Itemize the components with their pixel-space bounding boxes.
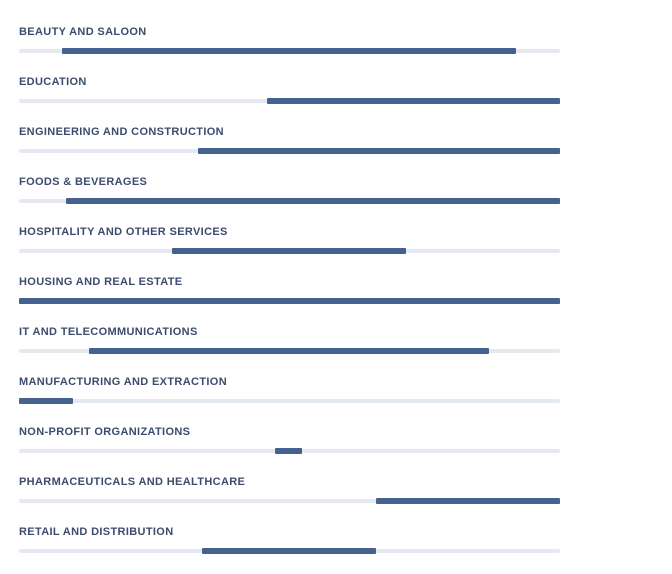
bar-track [19, 48, 560, 54]
bar-segment[interactable] [197, 148, 560, 154]
bar-segment[interactable] [62, 48, 517, 54]
category-label: IT AND TELECOMMUNICATIONS [19, 326, 198, 338]
bar-segment[interactable] [172, 248, 406, 254]
category-label: HOSPITALITY AND OTHER SERVICES [19, 226, 228, 238]
category-label: FOODS & BEVERAGES [19, 176, 148, 188]
bar-track [19, 548, 560, 554]
chart-row: BEAUTY AND SALOON [19, 20, 560, 70]
bar-track [19, 98, 560, 104]
category-label: NON-PROFIT ORGANIZATIONS [19, 426, 191, 438]
category-label: EDUCATION [19, 76, 87, 88]
bar-track [19, 448, 560, 454]
bar-track [19, 298, 560, 304]
bar-segment[interactable] [66, 198, 560, 204]
bar-segment[interactable] [19, 398, 74, 404]
category-label: HOUSING AND REAL ESTATE [19, 276, 183, 288]
bar-track [19, 148, 560, 154]
bar-segment[interactable] [375, 498, 560, 504]
category-label: BEAUTY AND SALOON [19, 26, 147, 38]
chart-row: EDUCATION [19, 70, 560, 120]
chart-row: PHARMACEUTICALS AND HEALTHCARE [19, 470, 560, 520]
category-range-chart: BEAUTY AND SALOON EDUCATION ENGINEERING … [19, 20, 560, 570]
bar-segment[interactable] [267, 98, 560, 104]
bar-track [19, 348, 560, 354]
bar-segment[interactable] [275, 448, 303, 454]
category-label: RETAIL AND DISTRIBUTION [19, 526, 174, 538]
chart-row: HOUSING AND REAL ESTATE [19, 270, 560, 320]
chart-row: FOODS & BEVERAGES [19, 170, 560, 220]
chart-row: HOSPITALITY AND OTHER SERVICES [19, 220, 560, 270]
bar-track [19, 248, 560, 254]
chart-row: NON-PROFIT ORGANIZATIONS [19, 420, 560, 470]
bar-segment[interactable] [89, 348, 490, 354]
chart-row: MANUFACTURING AND EXTRACTION [19, 370, 560, 420]
category-label: ENGINEERING AND CONSTRUCTION [19, 126, 224, 138]
bar-track [19, 498, 560, 504]
bar-track [19, 198, 560, 204]
chart-row: ENGINEERING AND CONSTRUCTION [19, 120, 560, 170]
bar-segment[interactable] [202, 548, 376, 554]
chart-row: RETAIL AND DISTRIBUTION [19, 520, 560, 570]
chart-row: IT AND TELECOMMUNICATIONS [19, 320, 560, 370]
category-label: PHARMACEUTICALS AND HEALTHCARE [19, 476, 246, 488]
bar-track [19, 398, 560, 404]
category-label: MANUFACTURING AND EXTRACTION [19, 376, 227, 388]
bar-segment[interactable] [19, 298, 560, 304]
